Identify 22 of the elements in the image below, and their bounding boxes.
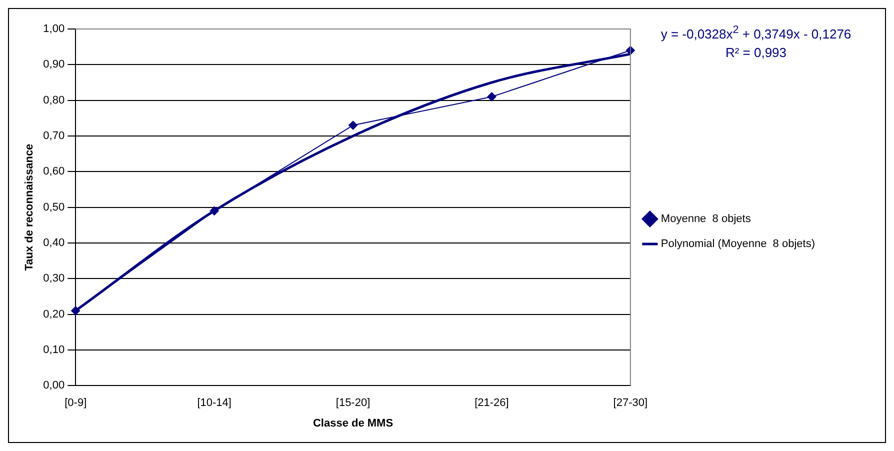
x-axis-title: Classe de MMS (312, 417, 394, 430)
y-tick-label: 0,30 (43, 272, 65, 285)
y-tick-label: 0,90 (43, 58, 65, 71)
y-tick-label: 0,10 (43, 344, 65, 356)
y-tick-label: 0,70 (43, 130, 65, 142)
legend-label: Moyenne 8 objets (660, 213, 752, 226)
y-tick-label: 0,40 (43, 236, 65, 249)
y-tick-label: 0,00 (43, 380, 65, 392)
x-tick-label: [10-14] (197, 397, 232, 410)
y-tick-label: 0,80 (43, 94, 65, 106)
x-tick-label: [21-26] (474, 397, 509, 410)
x-tick-label: [15-20] (336, 397, 370, 410)
y-tick-label: 0,50 (43, 201, 65, 214)
x-tick-label: [27-30] (613, 397, 648, 410)
y-tick-label: 1,00 (43, 23, 65, 36)
text: y = -0,0328x$^{2}$ + 0,3749x - 0,1276 (660, 23, 852, 44)
x-tick-label: [0-9] (64, 397, 87, 410)
legend-label: Polynomial (Moyenne 8 objets) (660, 238, 816, 250)
y-tick-label: 0,60 (43, 166, 65, 178)
text: R² = 0,993 (724, 44, 788, 62)
y-axis-title: Taux de reconnaissance (24, 144, 36, 271)
y-tick-label: 0,20 (43, 308, 65, 320)
